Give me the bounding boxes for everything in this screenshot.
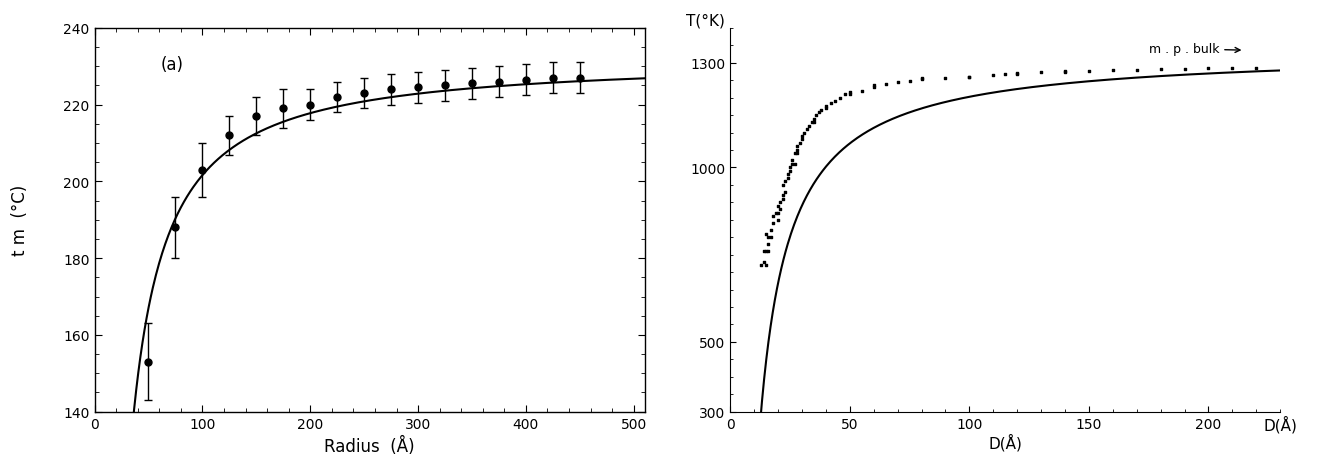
Point xyxy=(767,203,788,210)
Point xyxy=(772,192,793,200)
Point xyxy=(793,129,815,137)
Point xyxy=(820,100,841,108)
Point xyxy=(779,164,800,172)
Point xyxy=(830,95,851,102)
Point xyxy=(763,213,784,220)
Point xyxy=(840,89,861,97)
Point xyxy=(1102,68,1123,75)
Point xyxy=(934,76,956,83)
Point xyxy=(766,209,787,217)
Point xyxy=(899,78,920,86)
Point xyxy=(760,227,782,235)
Point xyxy=(772,182,793,189)
Point xyxy=(799,122,820,130)
Point xyxy=(753,258,774,266)
Point xyxy=(851,88,873,95)
Point xyxy=(782,157,803,165)
Point xyxy=(787,143,808,151)
Point xyxy=(784,150,805,158)
Point xyxy=(770,199,791,207)
Point xyxy=(775,178,796,186)
Point xyxy=(887,79,908,87)
Point xyxy=(1198,65,1219,73)
Point xyxy=(772,196,793,203)
Point xyxy=(875,80,896,88)
Point xyxy=(787,150,808,158)
Point xyxy=(778,175,799,182)
Point xyxy=(808,109,829,116)
Point xyxy=(958,74,979,81)
Point xyxy=(1007,71,1028,79)
Point xyxy=(758,234,779,241)
Point xyxy=(816,105,837,113)
Point xyxy=(983,72,1004,79)
Point xyxy=(789,140,811,148)
Point xyxy=(779,168,800,175)
Point xyxy=(1078,68,1099,76)
Point xyxy=(787,147,808,154)
Point xyxy=(775,188,796,196)
Point xyxy=(1007,70,1028,78)
Point xyxy=(1246,65,1267,72)
Point xyxy=(1151,66,1172,74)
Point xyxy=(791,137,812,144)
Point xyxy=(751,262,772,269)
Point xyxy=(760,234,782,241)
Point xyxy=(863,82,884,90)
Point xyxy=(791,133,812,140)
Point xyxy=(755,248,776,256)
Point xyxy=(834,91,855,99)
Point xyxy=(1174,66,1195,73)
Point xyxy=(767,217,788,224)
Point xyxy=(763,220,784,228)
Y-axis label: T(°K): T(°K) xyxy=(687,14,725,29)
Point xyxy=(767,209,788,217)
Point xyxy=(784,161,805,169)
Point xyxy=(778,171,799,179)
Y-axis label: t m  (°C): t m (°C) xyxy=(11,185,29,256)
Point xyxy=(825,98,846,106)
Point xyxy=(770,206,791,214)
Point xyxy=(863,84,884,92)
Point xyxy=(911,77,932,84)
Point xyxy=(1031,69,1052,77)
Point xyxy=(958,74,979,82)
Point xyxy=(758,241,779,248)
Point xyxy=(804,116,825,123)
Point xyxy=(840,91,861,99)
Point xyxy=(1126,67,1147,74)
Point xyxy=(755,230,776,238)
Point xyxy=(758,248,779,256)
Point xyxy=(782,161,803,169)
Point xyxy=(1054,69,1075,77)
Point xyxy=(995,71,1016,79)
Point xyxy=(911,76,932,83)
Point xyxy=(1054,69,1075,76)
Text: D(Å): D(Å) xyxy=(1263,415,1297,433)
Point xyxy=(805,112,826,119)
Point xyxy=(755,262,776,269)
Point xyxy=(1222,65,1243,73)
Point xyxy=(796,126,817,134)
X-axis label: Radius  (Å): Radius (Å) xyxy=(324,436,415,455)
Text: m . p . bulk: m . p . bulk xyxy=(1149,43,1240,56)
Point xyxy=(811,107,832,114)
Point xyxy=(801,119,822,127)
Point xyxy=(816,103,837,111)
Point xyxy=(753,248,774,256)
Point xyxy=(804,119,825,127)
Text: (a): (a) xyxy=(161,56,183,74)
X-axis label: D(Å): D(Å) xyxy=(988,434,1023,451)
